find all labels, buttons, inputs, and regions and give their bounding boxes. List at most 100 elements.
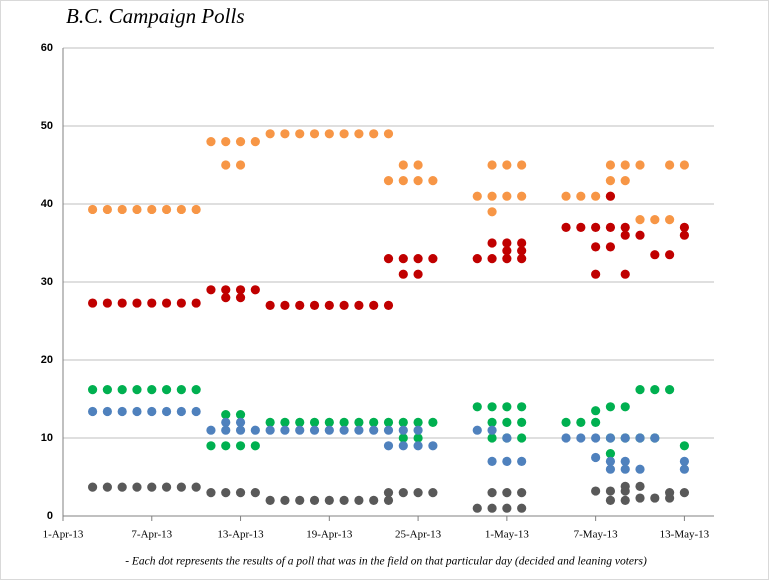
y-tick-label: 30 — [41, 276, 53, 288]
poll-dot — [665, 385, 675, 395]
poll-dot — [620, 222, 630, 232]
poll-dot — [650, 215, 660, 225]
poll-dot — [383, 488, 394, 498]
x-tick-label: 25-Apr-13 — [395, 529, 442, 541]
poll-dot — [591, 486, 601, 496]
poll-dot — [369, 425, 379, 435]
poll-dot — [620, 176, 630, 186]
poll-dot — [117, 385, 127, 395]
poll-dot — [339, 495, 349, 505]
poll-dot — [87, 385, 98, 395]
poll-dot — [161, 204, 172, 215]
x-tick-label: 7-May-13 — [574, 529, 618, 541]
poll-dot — [665, 250, 675, 260]
poll-dot — [132, 298, 142, 308]
poll-dot — [221, 293, 231, 303]
poll-dot — [576, 417, 586, 427]
poll-dot — [679, 160, 690, 170]
poll-dot — [102, 385, 112, 395]
poll-dot — [221, 417, 231, 427]
poll-dot — [472, 425, 482, 435]
poll-dot — [354, 425, 364, 435]
x-tick-label: 1-May-13 — [485, 529, 529, 541]
poll-dot — [591, 269, 601, 279]
poll-dot — [235, 417, 246, 427]
poll-dot — [576, 222, 586, 232]
poll-dot — [591, 222, 601, 232]
poll-dot — [383, 254, 394, 264]
poll-dot — [398, 433, 408, 443]
poll-dot — [605, 242, 616, 252]
poll-dot — [383, 300, 394, 310]
poll-dot — [309, 417, 320, 427]
poll-dot — [161, 298, 172, 308]
y-tick-label: 0 — [47, 510, 53, 522]
poll-dot — [502, 246, 512, 256]
poll-dot — [502, 417, 512, 427]
poll-dot — [591, 417, 601, 427]
poll-dot — [354, 129, 364, 139]
poll-dot — [221, 137, 231, 147]
poll-dot — [561, 417, 571, 427]
poll-dot — [369, 495, 379, 505]
poll-dot — [605, 402, 616, 412]
poll-dot — [295, 417, 305, 427]
poll-dot — [235, 488, 246, 498]
poll-dot — [635, 385, 645, 395]
poll-dot — [354, 495, 364, 505]
poll-dot — [679, 456, 690, 466]
poll-dot — [191, 298, 201, 308]
poll-dot — [517, 402, 527, 412]
poll-dot — [605, 456, 616, 466]
poll-dot — [161, 482, 172, 492]
poll-dot — [679, 464, 690, 474]
poll-dot — [87, 204, 98, 215]
poll-dot — [487, 254, 497, 264]
poll-dot — [176, 406, 186, 417]
poll-dot — [295, 129, 305, 139]
poll-dot — [235, 285, 246, 295]
poll-dot — [605, 449, 616, 459]
x-tick-label: 13-Apr-13 — [217, 529, 264, 541]
poll-dot — [147, 482, 157, 492]
poll-dot — [650, 250, 660, 260]
poll-dot — [487, 238, 497, 248]
poll-dot — [620, 402, 630, 412]
poll-dot — [235, 425, 246, 435]
poll-dot — [413, 254, 423, 264]
poll-dot — [206, 441, 216, 451]
poll-dot — [102, 298, 112, 308]
poll-dot — [428, 488, 438, 498]
poll-dot — [176, 385, 186, 395]
poll-dot — [221, 410, 231, 420]
poll-dot — [591, 452, 601, 463]
poll-dot — [235, 441, 246, 451]
poll-dot — [102, 204, 112, 215]
poll-dot — [191, 406, 201, 417]
poll-dot — [413, 441, 423, 451]
poll-dot — [428, 417, 438, 427]
poll-dot — [280, 300, 290, 310]
poll-dot — [117, 406, 127, 417]
poll-dot — [295, 495, 305, 505]
poll-dot — [487, 503, 497, 513]
poll-dot — [398, 441, 408, 451]
poll-dot — [250, 425, 260, 435]
poll-dot — [309, 425, 320, 435]
poll-dot — [206, 137, 216, 147]
poll-dot — [235, 137, 246, 147]
poll-dot — [620, 433, 630, 443]
poll-dot — [472, 402, 482, 412]
y-tick-label: 10 — [41, 432, 53, 444]
poll-dot — [561, 222, 571, 232]
poll-dot — [295, 300, 305, 310]
poll-dot — [665, 493, 675, 503]
poll-dot — [502, 402, 512, 412]
poll-dot — [650, 433, 660, 443]
poll-dot — [324, 495, 334, 505]
poll-dot — [605, 464, 616, 474]
poll-dot — [250, 285, 260, 295]
poll-dot — [295, 425, 305, 435]
poll-dot — [87, 482, 98, 492]
poll-dot — [206, 285, 216, 295]
